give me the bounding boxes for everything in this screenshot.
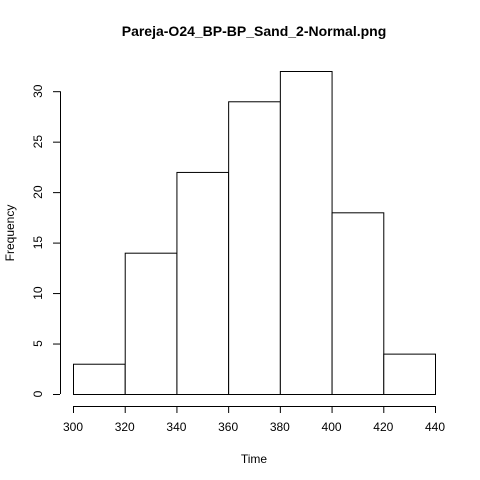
y-tick-label: 10 xyxy=(31,286,45,300)
x-tick-label: 400 xyxy=(322,420,342,434)
histogram-bar xyxy=(279,71,333,395)
x-axis: 300 320 340 360 380 400 420 440 xyxy=(63,406,445,434)
y-tick-label: 15 xyxy=(31,236,45,250)
x-tick-label: 320 xyxy=(115,420,135,434)
histogram-bar xyxy=(176,171,230,395)
chart-title: Pareja-O24_BP-BP_Sand_2-Normal.png xyxy=(122,23,387,39)
y-tick-label: 0 xyxy=(31,390,45,397)
x-tick-label: 440 xyxy=(425,420,445,434)
x-tick-label: 340 xyxy=(166,420,186,434)
x-tick-label: 300 xyxy=(63,420,83,434)
y-axis: 0 5 10 15 20 25 30 xyxy=(31,84,61,397)
x-tick-label: 420 xyxy=(373,420,393,434)
histogram-bar xyxy=(73,363,126,395)
y-tick-label: 30 xyxy=(31,84,45,98)
histogram-bar xyxy=(383,353,436,395)
x-tick-label: 380 xyxy=(270,420,290,434)
y-tick-label: 5 xyxy=(31,340,45,347)
y-tick-label: 25 xyxy=(31,135,45,149)
histogram-bar xyxy=(331,212,385,395)
y-tick-label: 20 xyxy=(31,185,45,199)
bars-group xyxy=(73,71,436,395)
histogram-bar xyxy=(124,252,178,395)
x-axis-label: Time xyxy=(241,452,268,466)
x-tick-label: 360 xyxy=(218,420,238,434)
histogram-bar xyxy=(228,101,281,395)
y-axis-label: Frequency xyxy=(3,205,17,262)
